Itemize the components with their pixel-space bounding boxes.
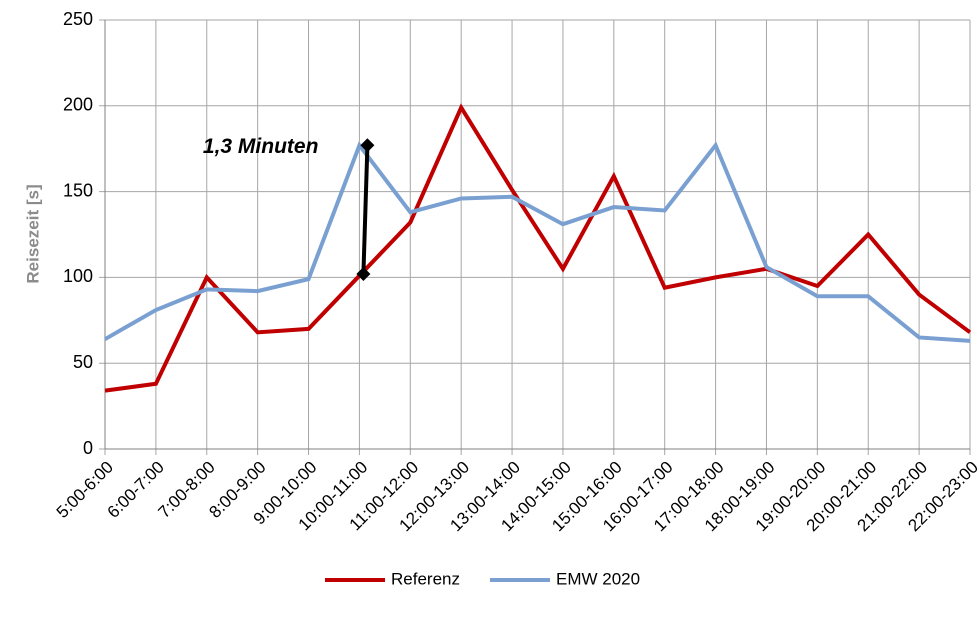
y-tick-label: 250 xyxy=(63,9,93,29)
series-line xyxy=(104,103,972,393)
legend-label: Referenz xyxy=(391,569,460,588)
legend-label: EMW 2020 xyxy=(556,569,640,588)
annotation-marker xyxy=(356,266,371,281)
series-line xyxy=(104,141,971,343)
y-tick-label: 100 xyxy=(63,266,93,286)
y-tick-label: 0 xyxy=(83,438,93,458)
annotation-marker xyxy=(360,138,375,153)
annotation-text: 1,3 Minuten xyxy=(203,135,319,158)
y-axis-label: Reisezeit [s] xyxy=(23,184,42,283)
annotation-line xyxy=(361,145,370,275)
y-tick-label: 200 xyxy=(63,95,93,115)
y-tick-label: 150 xyxy=(63,180,93,200)
y-tick-label: 50 xyxy=(73,352,93,372)
